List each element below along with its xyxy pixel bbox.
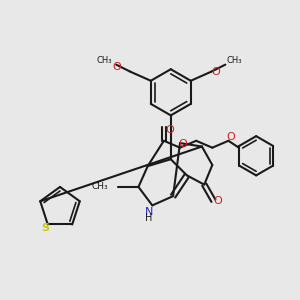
Text: O: O (165, 125, 174, 135)
Text: S: S (41, 223, 50, 233)
Text: N: N (145, 207, 153, 217)
Text: CH₃: CH₃ (227, 56, 242, 64)
Text: O: O (178, 139, 187, 149)
Text: O: O (226, 132, 235, 142)
Text: CH₃: CH₃ (96, 56, 112, 64)
Text: CH₃: CH₃ (92, 182, 109, 191)
Text: O: O (112, 62, 121, 72)
Text: O: O (214, 196, 223, 206)
Text: H: H (145, 213, 152, 223)
Text: O: O (212, 67, 220, 76)
